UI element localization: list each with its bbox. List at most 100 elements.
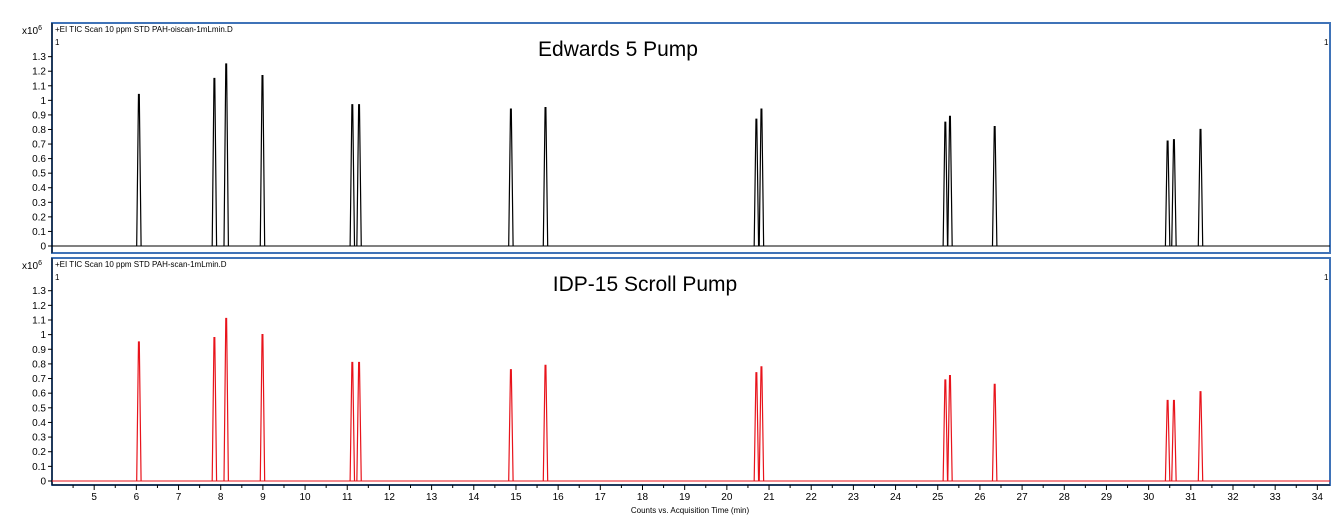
panel-1-y-tick-label-8: 0.8 — [32, 125, 46, 136]
x-tick-label-12: 17 — [595, 492, 607, 503]
x-tick-label-8: 13 — [426, 492, 438, 503]
panel-2-y-tick-label-9: 0.9 — [32, 345, 46, 356]
panel-1-y-tick-label-3: 0.3 — [32, 198, 46, 209]
x-tick-label-16: 21 — [763, 492, 775, 503]
x-tick-label-22: 27 — [1017, 492, 1029, 503]
x-tick-label-24: 29 — [1101, 492, 1113, 503]
panel-1-y-tick-label-11: 1.1 — [32, 81, 46, 92]
panel-1-peak-12 — [991, 125, 998, 247]
x-tick-label-0: 5 — [91, 492, 97, 503]
panel-2-peak-15 — [1197, 391, 1204, 482]
panel-2-peak-10 — [942, 379, 949, 482]
x-tick-label-26: 31 — [1185, 492, 1197, 503]
panel-2-peak-8 — [753, 372, 760, 482]
panel-1-y-tick-label-13: 1.3 — [32, 52, 46, 63]
panel-2-peak-4 — [349, 361, 356, 482]
x-tick-label-15: 20 — [721, 492, 733, 503]
x-tick-label-5: 10 — [300, 492, 312, 503]
x-tick-label-2: 7 — [176, 492, 182, 503]
x-tick-label-3: 8 — [218, 492, 224, 503]
labels: 0 0.1 0.2 0.3 0.4 0.5 0.6 0.7 0.8 0.9 1 1.1 1.2 1.3 x1… — [22, 25, 1329, 515]
panel-frames — [51, 22, 1331, 486]
panel-2-peak-7 — [542, 364, 549, 482]
panel-2-y-multiplier: x106 — [22, 260, 42, 272]
panel-1-peak-6 — [508, 108, 514, 247]
panel-1-y-tick-label-6: 0.6 — [32, 154, 46, 165]
x-tick-label-1: 6 — [134, 492, 140, 503]
panel-2-title: IDP-15 Scroll Pump — [553, 273, 737, 296]
x-tick-label-19: 24 — [890, 492, 902, 503]
x-tick-label-17: 22 — [806, 492, 818, 503]
panel-2-y-tick-label-0: 0 — [40, 477, 46, 488]
panel-2-peak-0 — [136, 341, 142, 482]
panel-1-peak-14 — [1171, 139, 1177, 247]
panel-1-peak-1 — [211, 77, 218, 247]
panel-2-peak-2 — [223, 317, 229, 482]
panel-2-peak-6 — [508, 369, 514, 482]
x-tick-label-27: 32 — [1227, 492, 1239, 503]
panel-1-y-tick-label-4: 0.4 — [32, 183, 46, 194]
panel-1-y-tick-label-0: 0 — [40, 242, 46, 253]
panel-2-header: +EI TIC Scan 10 ppm STD PAH-scan-1mLmin.… — [55, 260, 227, 269]
panel-1-peak-7 — [542, 107, 549, 247]
panel-1-peak-2 — [223, 63, 229, 247]
panel-1-y-tick-label-12: 1.2 — [32, 67, 46, 78]
x-tick-label-11: 16 — [553, 492, 565, 503]
panel-1-peak-9 — [758, 108, 765, 247]
panel-1-y-tick-label-2: 0.2 — [32, 212, 46, 223]
panel-1-y-tick-label-7: 0.7 — [32, 140, 46, 151]
traces — [52, 63, 1330, 482]
x-tick-label-6: 11 — [342, 492, 353, 503]
panel-2-peak-3 — [259, 334, 266, 482]
panel-2-peak-1 — [211, 336, 218, 482]
panel-2-y-tick-label-2: 0.2 — [32, 447, 46, 458]
x-axis-label: Counts vs. Acquisition Time (min) — [631, 506, 750, 515]
panel-1-peak-13 — [1164, 140, 1171, 247]
x-tick-label-25: 30 — [1143, 492, 1155, 503]
panel-2-y-tick-label-1: 0.1 — [32, 462, 46, 473]
x-tick-label-14: 19 — [679, 492, 691, 503]
panel-1-y-tick-label-5: 0.5 — [32, 169, 46, 180]
panel-2-y-tick-label-6: 0.6 — [32, 389, 46, 400]
x-tick-label-28: 33 — [1270, 492, 1282, 503]
panel-1-peak-8 — [753, 118, 760, 247]
panel-1-peak-11 — [947, 115, 953, 247]
panel-2-peak-13 — [1164, 399, 1171, 482]
x-tick-label-10: 15 — [510, 492, 522, 503]
panel-1-peak-0 — [136, 93, 142, 247]
panel-1-header: +EI TIC Scan 10 ppm STD PAH-oiscan-1mLmi… — [55, 25, 233, 34]
panel-2-peak-12 — [991, 383, 998, 482]
panel-2-corner-right: 1 — [1324, 273, 1329, 282]
x-tick-label-18: 23 — [848, 492, 860, 503]
panel-1-y-tick-label-1: 0.1 — [32, 227, 46, 238]
panel-1-title: Edwards 5 Pump — [538, 38, 698, 61]
panel-1-peak-3 — [259, 74, 266, 247]
panel-2-y-tick-label-5: 0.5 — [32, 403, 46, 414]
panel-2-peak-11 — [947, 375, 953, 482]
panel-1-corner-left: 1 — [55, 38, 60, 47]
panel-2-peak-5 — [356, 361, 362, 482]
panel-2-peak-9 — [758, 366, 765, 482]
panel-2-peak-14 — [1171, 399, 1177, 482]
x-tick-label-20: 25 — [932, 492, 944, 503]
panel-2-y-tick-label-8: 0.8 — [32, 359, 46, 370]
x-tick-label-23: 28 — [1059, 492, 1071, 503]
x-tick-label-13: 18 — [637, 492, 649, 503]
panel-2-y-tick-label-11: 1.1 — [32, 315, 46, 326]
x-tick-label-29: 34 — [1312, 492, 1324, 503]
x-tick-label-7: 12 — [384, 492, 396, 503]
panel-1-y-tick-label-10: 1 — [40, 96, 46, 107]
panel-2-y-tick-label-10: 1 — [40, 330, 46, 341]
panel-1-peak-5 — [356, 104, 362, 247]
panel-1-peak-10 — [942, 121, 949, 247]
axes — [48, 23, 1330, 490]
panel-2-y-tick-label-3: 0.3 — [32, 433, 46, 444]
panel-1-peak-15 — [1197, 128, 1204, 247]
panel-2-y-tick-label-13: 1.3 — [32, 286, 46, 297]
x-tick-label-9: 14 — [468, 492, 480, 503]
panel-1-peak-4 — [349, 104, 356, 247]
x-tick-label-21: 26 — [974, 492, 986, 503]
panel-1-y-tick-label-9: 0.9 — [32, 110, 46, 121]
panel-2-y-tick-label-7: 0.7 — [32, 374, 46, 385]
